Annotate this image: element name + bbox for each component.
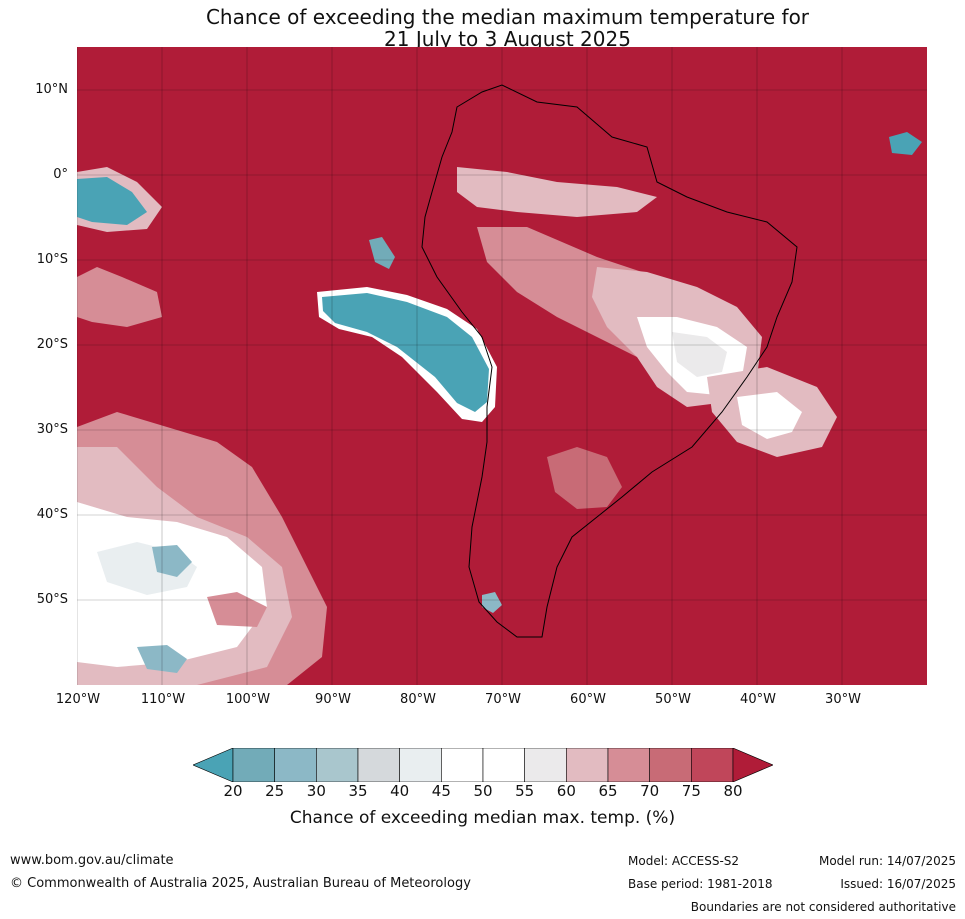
colorbar-arrow-high [732,748,773,782]
footer-website: www.bom.gov.au/climate [10,853,174,868]
footer-disclaimer: Boundaries are not considered authoritat… [690,900,956,914]
colorbar-tick-label: 80 [723,782,743,800]
colorbar-tick-label: 20 [223,782,243,800]
colorbar-segment [357,748,400,782]
colorbar-tick-label: 55 [515,782,535,800]
colorbar-arrow-low [193,748,234,782]
lat-label-50s: 50°S [36,592,68,607]
colorbar [193,748,773,782]
lon-label-60w: 60°W [570,692,606,707]
colorbar-segment [566,748,609,782]
south-atlantic-white-patch [737,392,802,439]
colorbar-segment [649,748,692,782]
footer-issued: Issued: 16/07/2025 [840,877,956,891]
footer-copyright: © Commonwealth of Australia 2025, Austra… [10,876,471,891]
colorbar-label: Chance of exceeding median max. temp. (%… [289,808,676,828]
colorbar-tick-label: 40 [390,782,410,800]
lon-label-70w: 70°W [485,692,521,707]
sw-pacific-blue-patch-1 [152,545,192,577]
colorbar-tick-label: 35 [348,782,368,800]
colorbar-tick-label: 45 [431,782,451,800]
brazil-grey-patch [672,332,727,377]
lon-label-90w: 90°W [315,692,351,707]
colorbar-segment [441,748,484,782]
colorbar-segment [524,748,567,782]
lat-label-0: 0° [53,167,68,182]
probability-map [77,47,927,685]
longitude-gridlines [77,47,843,685]
latitude-gridlines [77,89,927,601]
colorbar-tick-label: 65 [598,782,618,800]
lon-label-120w: 120°W [55,692,101,707]
colorbar-segment [691,748,734,782]
colorbar-segment [607,748,650,782]
colorbar-segment [274,748,317,782]
eddy-blue-patch [369,237,395,269]
lon-label-100w: 100°W [225,692,271,707]
colorbar-segment [399,748,442,782]
lon-label-30w: 30°W [825,692,861,707]
south-america-coastline [421,84,798,638]
colorbar-tick-label: 50 [473,782,493,800]
equatorial-pink-band [457,167,657,217]
colorbar-tick-label: 25 [265,782,285,800]
footer-model: Model: ACCESS-S2 [628,854,740,868]
colorbar-tick-label: 30 [306,782,326,800]
south-atlantic-blue-dot [889,132,922,155]
lat-label-10n: 10°N [35,82,68,97]
lat-label-40s: 40°S [36,507,68,522]
colorbar-segment [316,748,359,782]
footer-model-run: Model run: 14/07/2025 [818,854,956,868]
map-title-line1: Chance of exceeding the median maximum t… [205,5,810,29]
sw-pacific-blue-patch-2 [137,645,187,673]
colorbar-segment [482,748,525,782]
lat-label-20s: 20°S [36,337,68,352]
colorbar-tick-label: 70 [640,782,660,800]
colorbar-segment [232,748,275,782]
patagonia-blue-patch [482,592,502,613]
lon-label-40w: 40°W [740,692,776,707]
lat-label-10s: 10°S [36,252,68,267]
lon-label-110w: 110°W [140,692,186,707]
lon-label-80w: 80°W [400,692,436,707]
footer-base-period: Base period: 1981-2018 [628,877,773,891]
map-title-line2: 21 July to 3 August 2025 [384,27,631,51]
river-plate-pink-region [547,447,622,509]
colorbar-tick-label: 75 [681,782,701,800]
sw-pacific-pink-patch [207,592,267,627]
lon-label-50w: 50°W [655,692,691,707]
west-pacific-blue-core [77,177,147,225]
peru-coast-blue-core [322,293,489,412]
colorbar-tick-label: 60 [556,782,576,800]
lat-label-30s: 30°S [36,422,68,437]
west-pacific-pink-patch [77,267,162,327]
